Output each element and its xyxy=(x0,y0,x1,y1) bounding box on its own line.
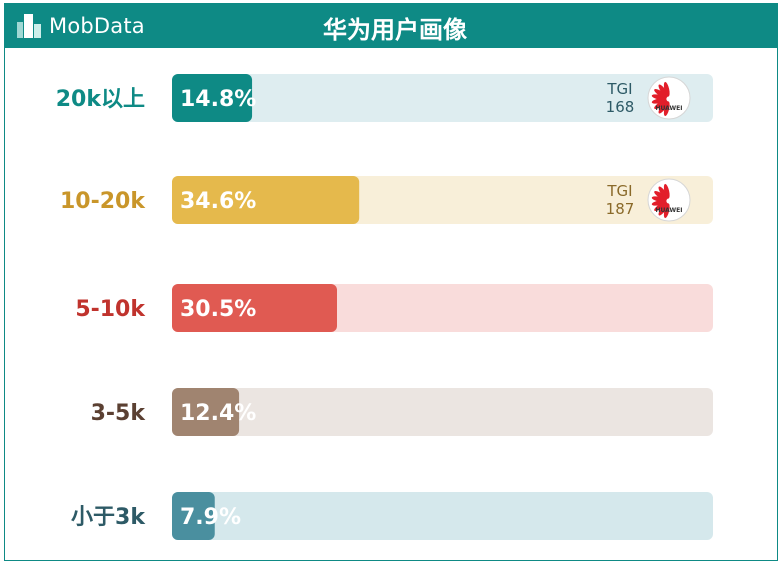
tgi-label: TGI xyxy=(606,80,632,98)
huawei-petal xyxy=(654,99,668,110)
huawei-petal xyxy=(654,201,668,212)
bar xyxy=(172,176,360,224)
huawei-logo-text: HUAWEI xyxy=(655,105,682,112)
brand-name: MobData xyxy=(49,14,145,38)
huawei-petal xyxy=(663,101,670,117)
brand-logo: MobData xyxy=(15,12,145,40)
mobdata-building-icon xyxy=(17,14,41,38)
bar-track xyxy=(172,388,713,436)
category-label: 小于3k xyxy=(71,505,146,530)
bar xyxy=(172,284,338,332)
huawei-petal xyxy=(654,88,668,99)
value-label: 7.9% xyxy=(180,505,241,530)
huawei-petal xyxy=(658,100,668,114)
tgi-value: 187 xyxy=(606,200,635,218)
huawei-logo-icon xyxy=(647,76,691,120)
value-label: 34.6% xyxy=(180,189,256,214)
huawei-petal xyxy=(658,202,668,216)
huawei-petal xyxy=(658,186,668,200)
category-label: 5-10k xyxy=(75,297,146,322)
value-label: 14.8% xyxy=(180,87,256,112)
value-label: 12.4% xyxy=(180,401,256,426)
huawei-petal xyxy=(654,190,668,201)
tgi-value: 168 xyxy=(606,98,635,116)
huawei-petal xyxy=(658,84,668,98)
huawei-logo-icon xyxy=(647,178,691,222)
category-label: 10-20k xyxy=(60,189,146,214)
value-label: 30.5% xyxy=(180,297,256,322)
category-label: 20k以上 xyxy=(56,87,145,112)
bar xyxy=(172,74,253,122)
bar-track xyxy=(172,74,713,122)
header-bar: MobData 华为用户画像 xyxy=(5,4,777,48)
category-label: 3-5k xyxy=(91,401,147,426)
bar-track xyxy=(172,492,713,540)
bar xyxy=(172,388,240,436)
bar xyxy=(172,492,215,540)
huawei-petal xyxy=(663,183,670,199)
chart-title: 华为用户画像 xyxy=(323,16,467,44)
huawei-petal xyxy=(663,203,670,219)
huawei-petal xyxy=(663,81,670,97)
tgi-label: TGI xyxy=(606,182,632,200)
huawei-logo-text: HUAWEI xyxy=(655,207,682,214)
